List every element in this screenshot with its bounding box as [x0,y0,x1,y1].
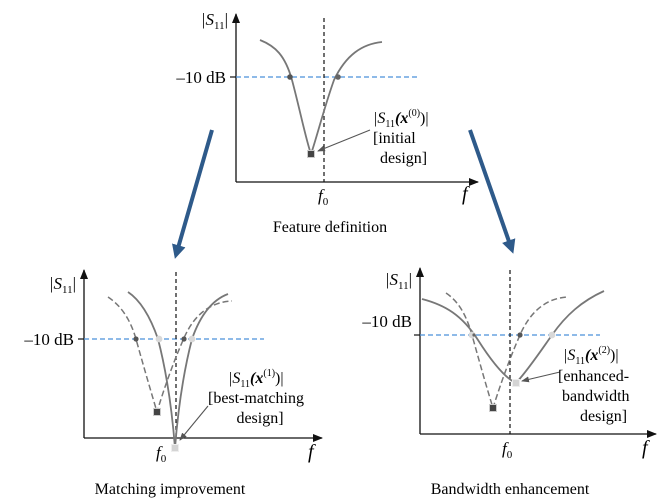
level-label: –10 dB [23,330,74,349]
annotation-line: design] [380,150,427,167]
annotation-line: [best-matching [208,390,304,407]
crossing-marker [472,333,476,337]
minimum-marker-best [171,444,179,452]
crossing-marker [517,332,523,338]
annotation-line: [enhanced- [558,368,629,385]
annotation-line: [initial [373,130,416,147]
crossing-marker [468,331,476,339]
y-axis-label: |S11| [201,10,228,32]
s11-curve-initial [445,292,569,411]
y-axis-label: |S11| [49,274,76,296]
annotation-title: |S11(x(0))| [373,108,429,130]
panel-top: |S11| –10 dB f f0 |S11(x(0))| [initial d… [175,10,479,236]
y-axis-label: |S11| [385,270,412,292]
annotation-title: |S11(x(1))| [228,368,284,390]
center-frequency-label: f0 [502,439,513,461]
crossing-marker [133,336,139,342]
level-label: –10 dB [175,68,226,87]
flow-arrow-right [468,129,516,254]
frequency-axis-label: f [642,437,650,459]
annotation-title: |S11(x(2))| [563,345,619,367]
crossing-marker [155,335,163,343]
s11-curve-initial [259,39,383,157]
panel-right: |S11| –10 dB f f0 |S11(x(2))| [enhanced-… [361,267,657,498]
annotation-pointer [179,405,209,441]
crossing-marker [335,74,341,80]
s11-curve-best-matching [127,291,229,449]
frequency-axis-label: f [308,441,316,463]
caption: Matching improvement [95,481,246,498]
crossing-marker [188,335,196,343]
annotation-line: design] [580,408,627,425]
crossing-marker [287,74,293,80]
annotation-line: design] [236,410,283,427]
flow-arrow-left [172,129,214,259]
minimum-marker-initial [489,404,497,412]
caption: Feature definition [273,219,387,236]
minimum-marker-enhanced [512,379,520,387]
panel-left: |S11| –10 dB f f0 |S11(x(1))| [best-matc… [23,269,323,498]
caption: Bandwidth enhancement [431,481,590,498]
crossing-marker [548,331,556,339]
center-frequency-label: f0 [156,443,167,465]
frequency-axis-label: f [462,183,470,205]
center-frequency-label: f0 [318,186,329,208]
level-label: –10 dB [361,312,412,331]
crossing-marker [181,336,187,342]
minimum-marker-initial [153,408,161,416]
minimum-marker [307,150,315,158]
annotation-pointer [317,129,371,152]
annotation-line: bandwidth [562,388,630,405]
annotation-pointer [521,371,561,383]
